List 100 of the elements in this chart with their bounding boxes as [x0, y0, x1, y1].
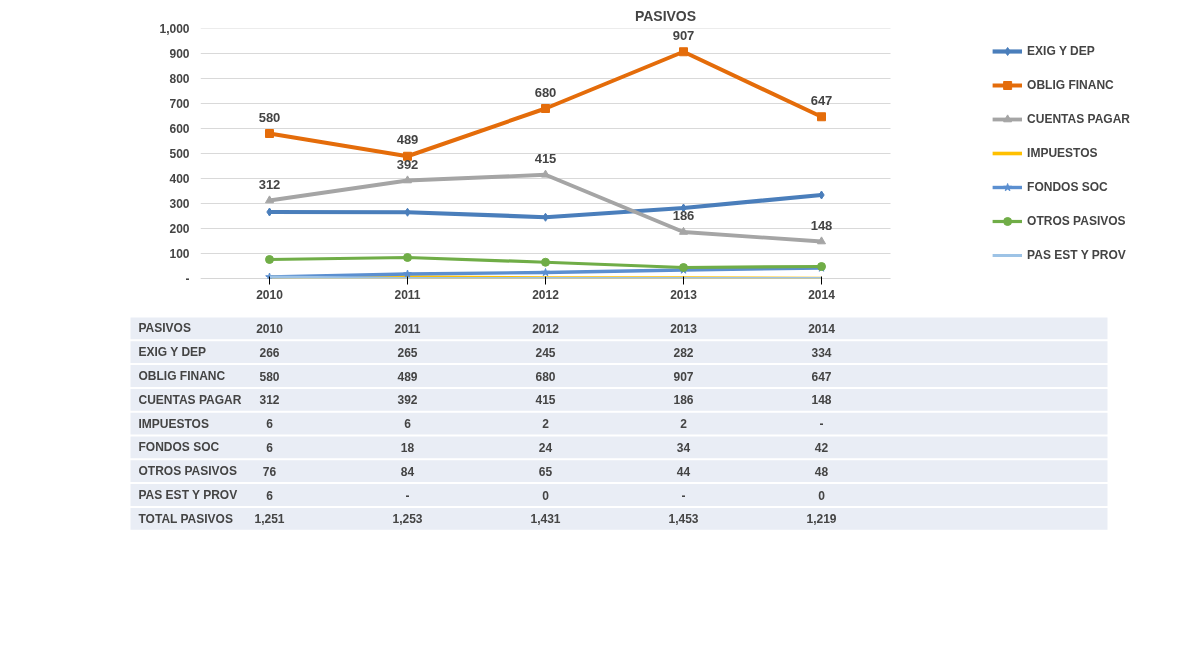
legend-label: IMPUESTOS	[1027, 146, 1098, 160]
data-label: 312	[259, 393, 280, 408]
point	[265, 195, 274, 204]
annotation: 415	[534, 150, 557, 166]
data-label: 907	[673, 369, 694, 384]
annotation: 312	[258, 176, 281, 192]
data-label: 392	[397, 393, 418, 408]
y-tick-label: 1,000	[159, 22, 190, 36]
point	[817, 236, 826, 245]
text: 1,431	[530, 512, 561, 527]
text: 1,251	[254, 512, 285, 527]
y-tick-label: 400	[169, 172, 190, 186]
legend-label: EXIG Y DEP	[1027, 44, 1095, 58]
category-label: 2012	[532, 321, 559, 336]
y-tick-label: 300	[169, 197, 190, 211]
annotation: 489	[396, 132, 419, 148]
data-label: 34	[676, 440, 691, 455]
data-label: 0	[542, 488, 550, 503]
data-label: 65	[538, 464, 553, 479]
data-label: 18	[400, 440, 415, 455]
annotation: 392	[396, 156, 419, 172]
point	[541, 257, 550, 267]
legend-label: OTROS PASIVOS	[1027, 214, 1126, 228]
data-label: 2	[680, 417, 688, 432]
y-tick-label: 500	[169, 147, 190, 161]
category-label: 2013	[670, 321, 697, 336]
data-label: 266	[259, 345, 280, 360]
data-label: 2	[542, 417, 550, 432]
data-label: 76	[262, 464, 277, 479]
y-tick-label: 900	[169, 47, 190, 61]
data-label: 44	[676, 464, 691, 479]
y-tick-label: 200	[169, 222, 190, 236]
point	[404, 207, 411, 217]
text: CUENTAS PAGAR	[138, 392, 242, 407]
text: OBLIG FINANC	[138, 369, 226, 383]
text: OTROS PASIVOS	[138, 464, 237, 479]
data-label: 148	[811, 393, 832, 408]
point	[542, 212, 549, 222]
data-label: 580	[259, 369, 280, 384]
point	[265, 129, 274, 138]
annotation: 580	[258, 109, 281, 125]
data-label: 84	[400, 464, 415, 479]
annotation: 148	[810, 217, 833, 233]
data-label: 24	[538, 440, 553, 455]
data-label: 489	[397, 369, 418, 384]
point	[265, 255, 274, 264]
data-label: 42	[814, 440, 829, 455]
data-label: 6	[404, 417, 412, 432]
text: 1,219	[806, 512, 837, 527]
text: PASIVOS	[138, 321, 191, 336]
annotation: 907	[672, 27, 695, 43]
text: IMPUESTOS	[138, 416, 209, 431]
legend-label: PAS EST Y PROV	[1027, 248, 1126, 262]
legend-label: CUENTAS PAGAR	[1027, 112, 1130, 126]
text: TOTAL PASIVOS	[138, 511, 233, 526]
text: EXIG Y DEP	[138, 345, 207, 360]
data-label: 265	[397, 345, 418, 360]
data-label: 186	[673, 393, 694, 408]
point	[679, 226, 688, 235]
text: FONDOS SOC	[138, 440, 220, 455]
point	[817, 112, 826, 122]
data-label: 48	[814, 464, 829, 479]
x-tick-label: 2012	[532, 287, 560, 302]
text: PAS EST Y PROV	[138, 488, 238, 502]
annotation: 647	[810, 92, 833, 108]
data-label: 245	[535, 345, 556, 360]
point	[403, 269, 412, 278]
y-tick-label: 100	[169, 247, 190, 261]
data-label: 0	[818, 488, 826, 503]
x-tick-label: 2011	[394, 287, 421, 302]
data-label: 6	[266, 488, 274, 503]
y-tick-label: 800	[169, 72, 190, 86]
legend-label: OBLIG FINANC	[1027, 78, 1114, 92]
point	[403, 175, 412, 184]
annotation: 680	[534, 84, 557, 100]
point	[541, 268, 550, 277]
point	[679, 47, 688, 57]
data-label: 647	[811, 369, 832, 384]
category-label: 2011	[394, 321, 421, 336]
text: 1,253	[392, 512, 423, 527]
data-label: 6	[266, 417, 274, 432]
x-tick-label: 2014	[808, 287, 836, 302]
legend-label: FONDOS SOC	[1027, 180, 1108, 194]
data-label: 6	[266, 440, 274, 455]
data-label: 334	[811, 345, 832, 360]
point	[403, 253, 412, 262]
data-label: 282	[673, 345, 694, 360]
x-tick-label: 2010	[256, 287, 284, 302]
data-label: -	[681, 488, 686, 503]
y-tick-label: -	[185, 272, 190, 286]
y-tick-label: 700	[169, 97, 190, 111]
text: 1,453	[668, 512, 699, 527]
data-label: -	[405, 488, 410, 503]
category-label: 2010	[256, 321, 283, 336]
x-tick-label: 2013	[670, 287, 698, 302]
data-label: 680	[535, 369, 556, 384]
chart-title: PASIVOS	[634, 7, 697, 24]
point	[541, 104, 550, 113]
data-label: -	[819, 417, 824, 432]
data-label: 415	[535, 393, 556, 408]
